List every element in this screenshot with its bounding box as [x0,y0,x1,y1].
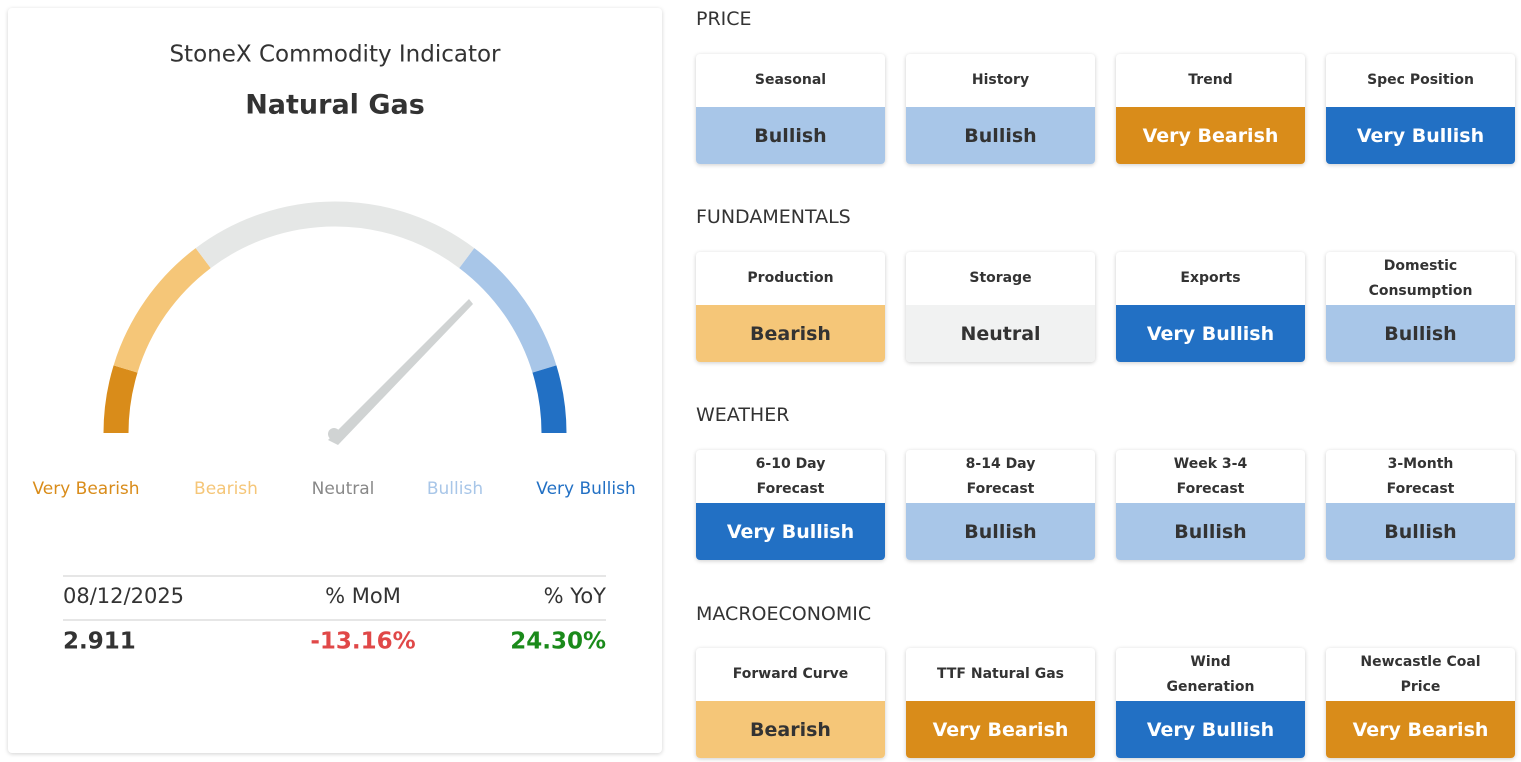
indicator-card: TTF Natural Gas Very Bearish [906,648,1095,758]
table-header: % MoM [325,584,401,608]
indicator-name: Forward Curve [732,666,849,682]
card-subtitle: Natural Gas [245,90,425,121]
indicator-name: Domestic Consumption [1368,257,1473,299]
table-value: 2.911 [63,629,136,655]
indicator-signal: Very Bullish [1116,305,1305,362]
legend-label: Very Bearish [32,479,139,499]
indicator-card: Forward Curve Bearish [696,648,885,758]
gauge-segment [103,365,138,434]
indicator-name: Storage [969,270,1032,286]
indicator-card: 8-14 Day Forecast Bullish [906,450,1095,560]
gauge-needle [328,299,473,445]
table-value: 24.30% [510,629,606,655]
indicator-signal: Bullish [906,503,1095,560]
legend-label: Bullish [427,479,483,499]
indicator-signal: Very Bullish [1116,701,1305,758]
gauge-legend: Very Bearish Bearish Neutral Bullish Very Bu… [32,479,635,499]
indicator-name: Exports [1180,270,1241,286]
gauge-segment [195,201,475,269]
indicator-name: 8-14 Day Forecast [965,455,1036,497]
indicator-name: Production [747,270,834,286]
indicator-signal: Bearish [696,305,885,362]
indicator-card: Trend Very Bearish [1116,54,1305,164]
section-title: PRICE [696,8,752,30]
section-title: WEATHER [696,404,790,426]
indicator-signal: Bearish [696,701,885,758]
indicator-card: Week 3-4 Forecast Bullish [1116,450,1305,560]
indicator-signal: Bullish [906,107,1095,164]
section-title: FUNDAMENTALS [696,206,851,228]
indicator-card: Wind Generation Very Bullish [1116,648,1305,758]
indicator-signal: Very Bearish [1326,701,1515,758]
indicator-card: Domestic Consumption Bullish [1326,252,1515,362]
indicator-card: Storage Neutral [906,252,1095,362]
indicator-name: 3-Month Forecast [1386,455,1455,497]
indicator-card: 6-10 Day Forecast Very Bullish [696,450,885,560]
indicator-name: History [971,72,1030,88]
indicator-name: TTF Natural Gas [937,666,1064,682]
table-header: % YoY [544,584,607,608]
card-title: StoneX Commodity Indicator [169,42,501,68]
gauge-segment [459,248,557,373]
indicator-signal: Neutral [906,305,1095,362]
indicator-card: Spec Position Very Bullish [1326,54,1515,164]
table-header: 08/12/2025 [63,584,184,608]
indicator-signal: Very Bullish [1326,107,1515,164]
indicator-name: Wind Generation [1166,653,1255,695]
indicator-card: Exports Very Bullish [1116,252,1305,362]
indicator-card: Production Bearish [696,252,885,362]
indicator-name: Seasonal [754,72,827,88]
indicator-name: 6-10 Day Forecast [755,455,826,497]
table-value: -13.16% [310,629,415,655]
section-title: MACROECONOMIC [696,603,872,625]
indicator-card: Newcastle Coal Price Very Bearish [1326,648,1515,758]
indicator-name: Week 3-4 Forecast [1173,455,1248,497]
gauge-segment [532,365,567,434]
indicator-card: Seasonal Bullish [696,54,885,164]
indicator-name: Newcastle Coal Price [1360,653,1481,695]
indicator-signal: Very Bearish [1116,107,1305,164]
needle-hub [328,428,340,440]
indicator-card: History Bullish [906,54,1095,164]
indicator-name: Spec Position [1367,72,1474,88]
indicator-signal: Very Bullish [696,503,885,560]
indicator-signal: Bullish [1116,503,1305,560]
indicator-name: Trend [1188,72,1233,88]
gauge-svg: StoneX Commodity Indicator Natural Gas V… [32,42,635,655]
price-table: 08/12/2025 % MoM % YoY 2.911 -13.16% 24.30% [63,584,606,655]
indicator-signal: Bullish [1326,503,1515,560]
gauge-card: StoneX Commodity Indicator Natural Gas V… [8,8,662,753]
legend-label: Very Bullish [536,479,635,499]
gauge-arcs [103,201,567,434]
indicator-signal: Very Bearish [906,701,1095,758]
indicator-signal: Bullish [1326,305,1515,362]
gauge-segment [113,248,211,373]
indicator-signal: Bullish [696,107,885,164]
legend-label: Bearish [194,479,258,499]
indicator-card: 3-Month Forecast Bullish [1326,450,1515,560]
legend-label: Neutral [312,479,375,499]
